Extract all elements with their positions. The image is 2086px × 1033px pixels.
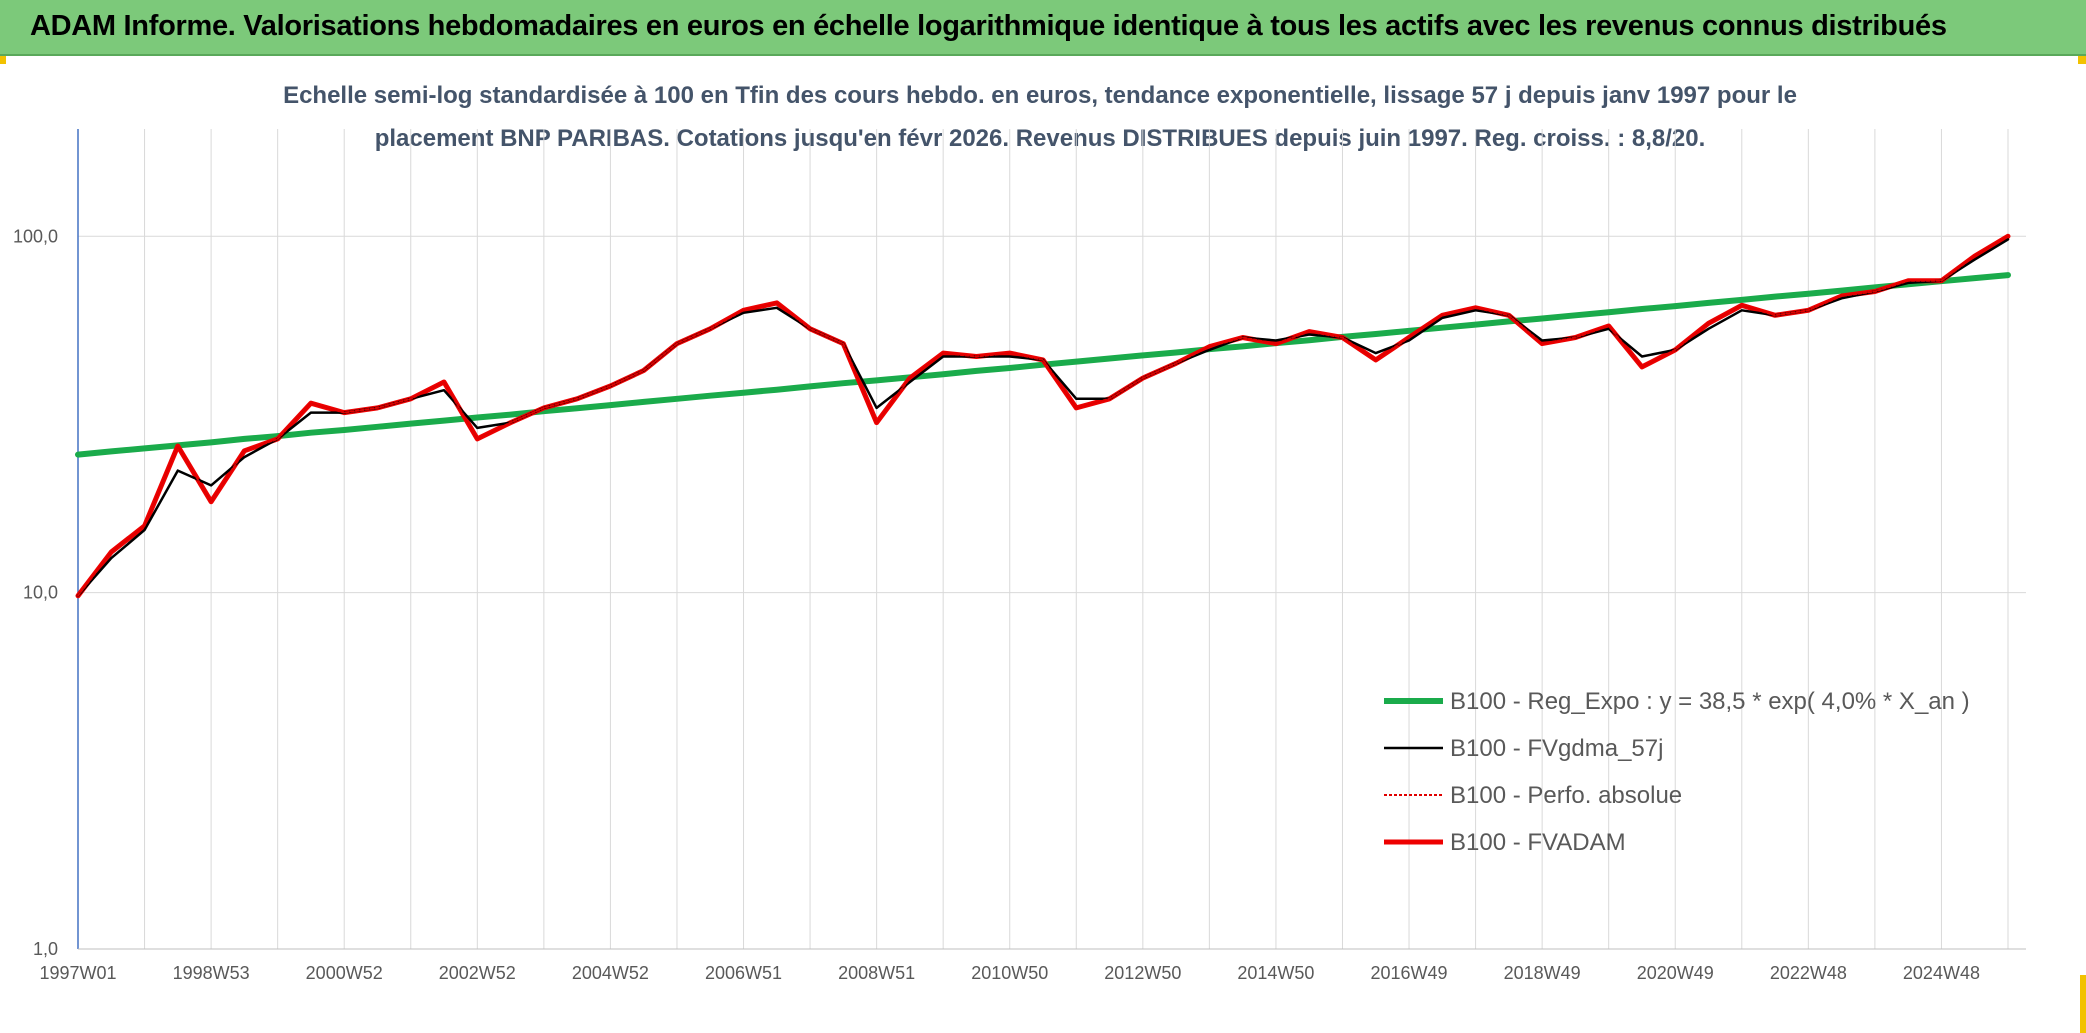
x-tick-label: 2024W48 [1903, 963, 1980, 983]
x-tick-label: 2006W51 [705, 963, 782, 983]
corner-mark [2080, 975, 2086, 1033]
x-tick-label: 2012W50 [1104, 963, 1181, 983]
legend-label: B100 - FVADAM [1450, 829, 1626, 856]
x-tick-label: 2016W49 [1371, 963, 1448, 983]
x-tick-label: 2000W52 [306, 963, 383, 983]
x-tick-label: 2020W49 [1637, 963, 1714, 983]
corner-mark [2078, 56, 2086, 64]
y-tick-label: 10,0 [23, 583, 58, 603]
x-tick-label: 1997W01 [39, 963, 116, 983]
title-banner: ADAM Informe. Valorisations hebdomadaire… [0, 0, 2086, 56]
x-tick-label: 2002W52 [439, 963, 516, 983]
x-tick-label: 1998W53 [173, 963, 250, 983]
subtitle: Echelle semi-log standardisée à 100 en T… [283, 82, 1797, 109]
subtitle: placement BNP PARIBAS. Cotations jusqu'e… [375, 125, 1706, 152]
x-tick-label: 2010W50 [971, 963, 1048, 983]
x-tick-label: 2008W51 [838, 963, 915, 983]
x-tick-label: 2022W48 [1770, 963, 1847, 983]
x-tick-label: 2018W49 [1504, 963, 1581, 983]
series-line [77, 235, 2009, 597]
legend-label: B100 - FVgdma_57j [1450, 735, 1663, 762]
y-tick-label: 1,0 [33, 939, 58, 959]
series-line [75, 272, 2011, 458]
legend-label: B100 - Reg_Expo : y = 38,5 * exp( 4,0% *… [1450, 688, 1970, 715]
chart-title: ADAM Informe. Valorisations hebdomadaire… [30, 10, 1947, 42]
y-tick-label: 100,0 [13, 226, 58, 246]
x-tick-label: 2014W50 [1237, 963, 1314, 983]
legend-label: B100 - Perfo. absolue [1450, 782, 1682, 809]
series-line [75, 233, 2011, 599]
series-line [76, 238, 2010, 598]
x-tick-label: 2004W52 [572, 963, 649, 983]
corner-mark [0, 56, 6, 64]
